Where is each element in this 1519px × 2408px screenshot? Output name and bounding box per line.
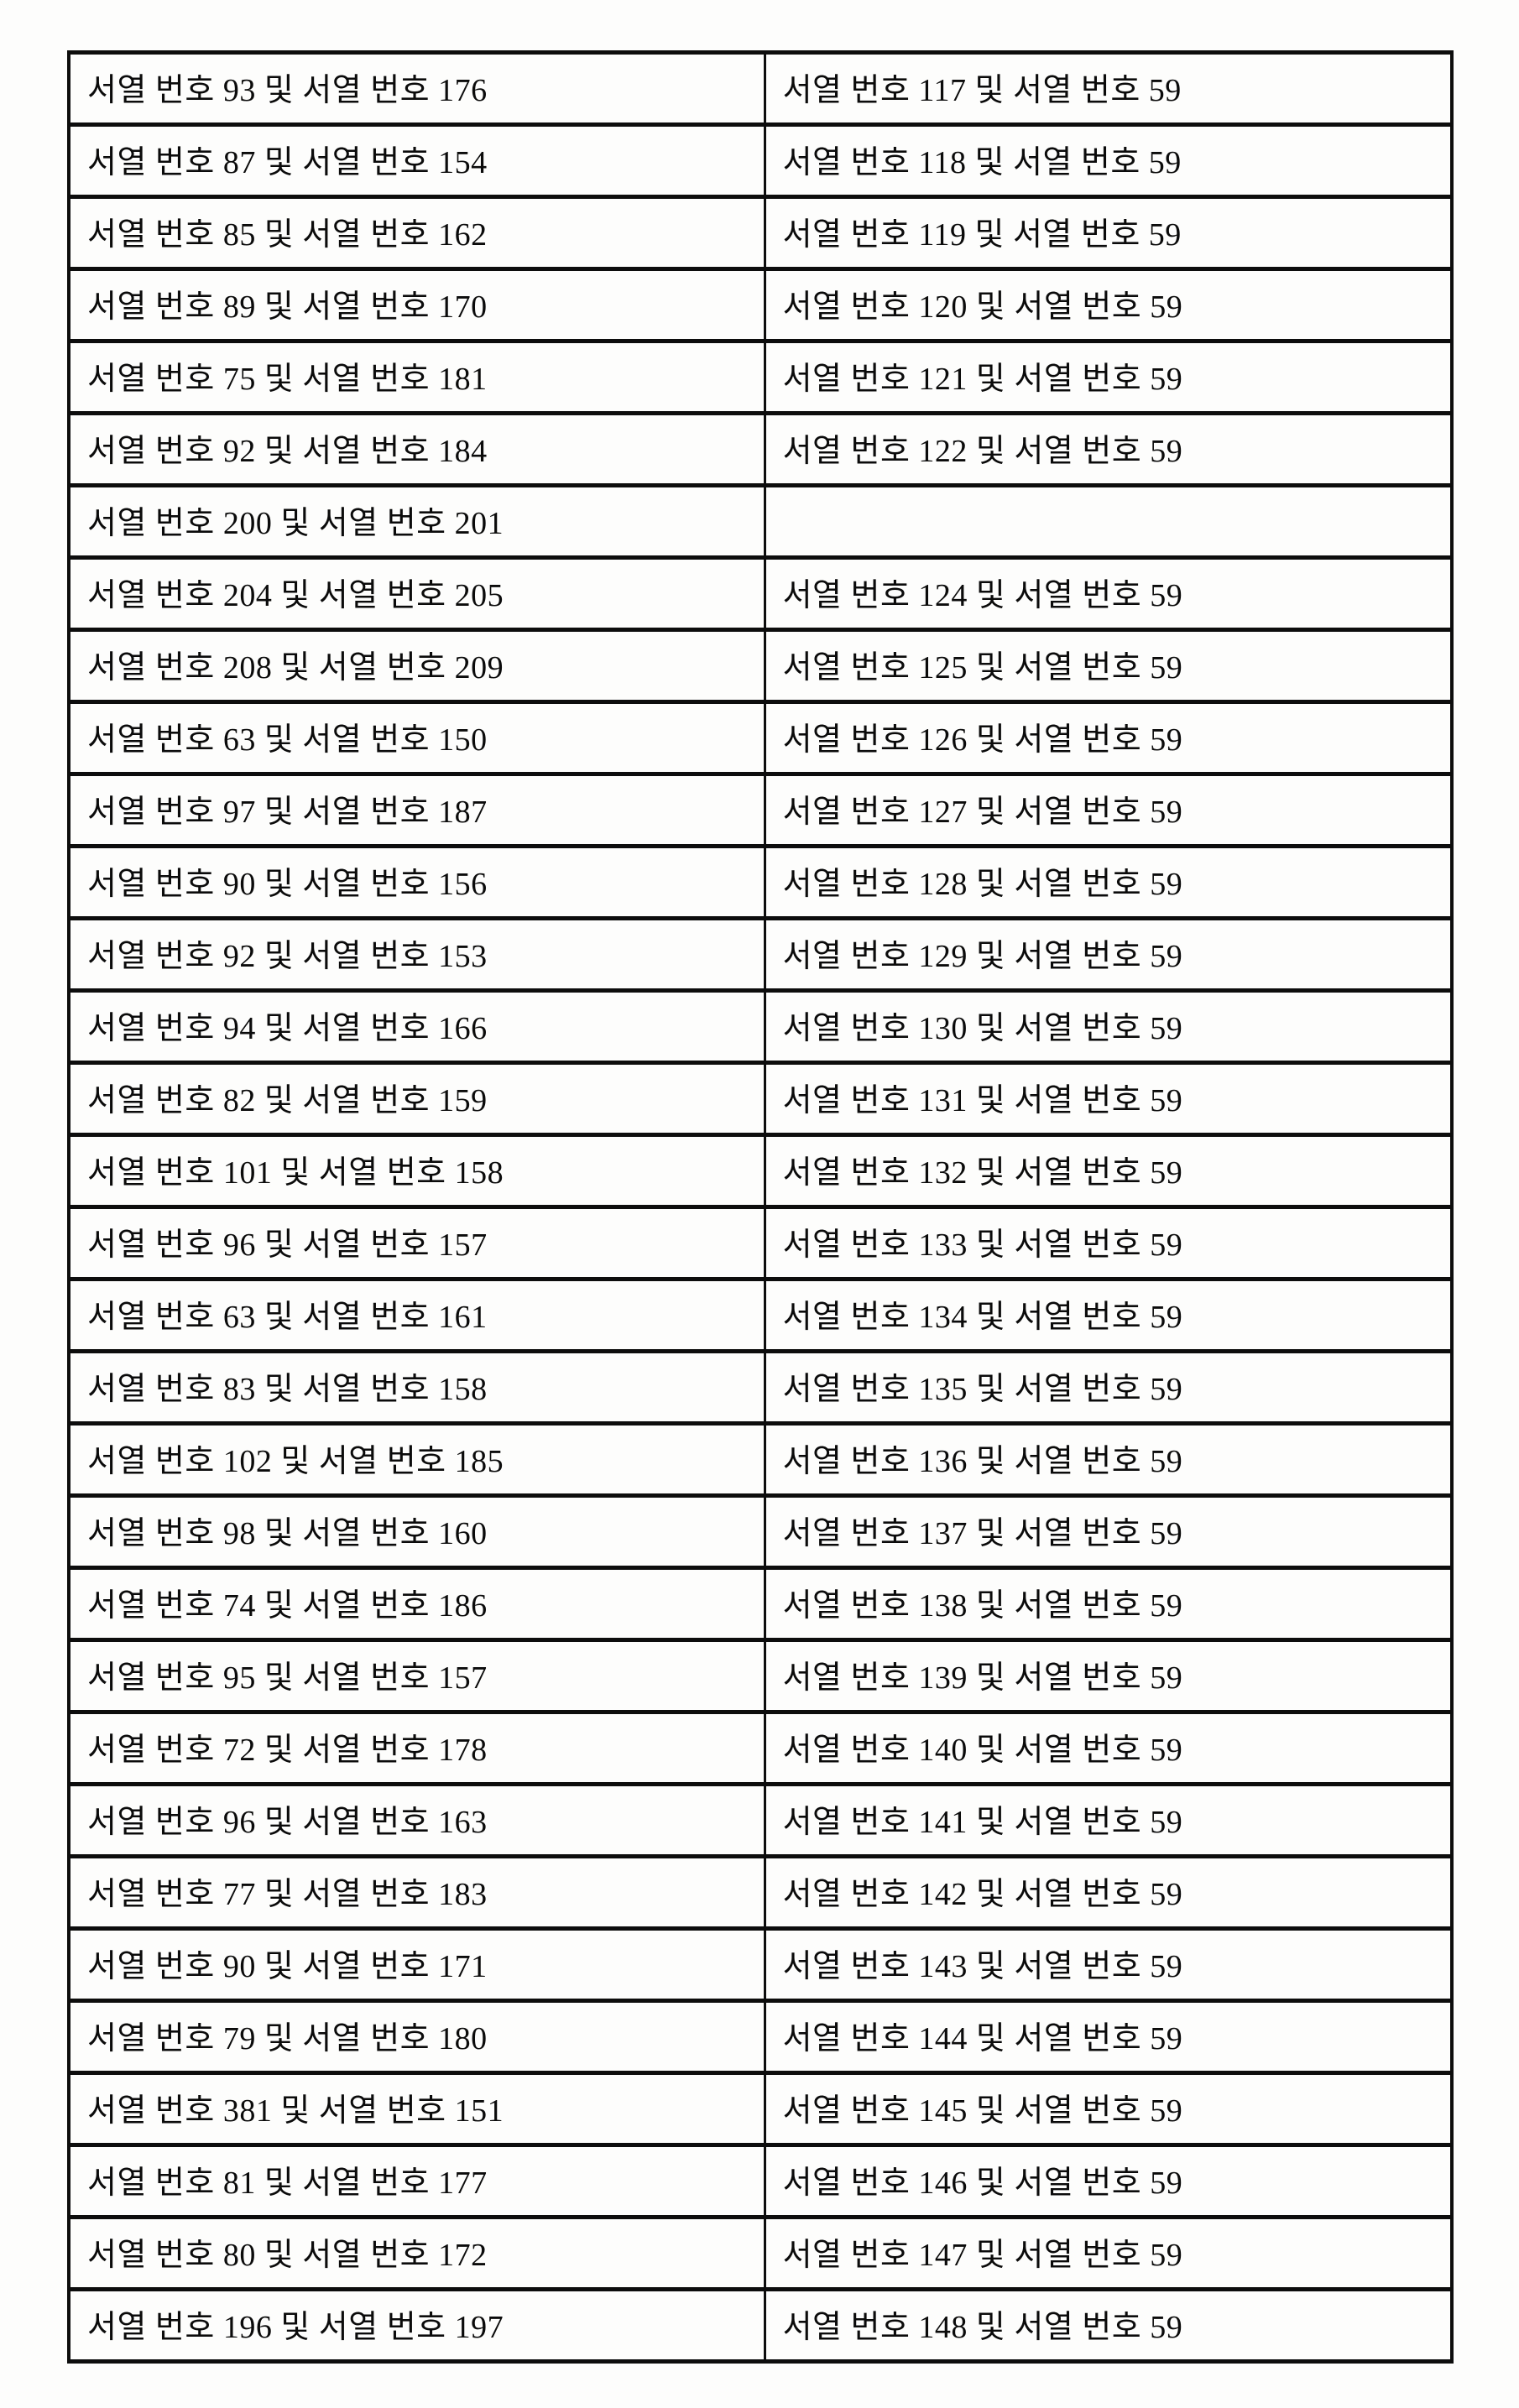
table-cell-right [766, 487, 1450, 555]
table-cell-left: 서열 번호 85 및 서열 번호 162 [70, 199, 766, 267]
table-cell-right: 서열 번호 126 및 서열 번호 59 [782, 722, 1183, 758]
table-cell-right: 서열 번호 143 및 서열 번호 59 [782, 1949, 1183, 1984]
table-cell-left: 서열 번호 63 및 서열 번호 150 [70, 704, 766, 772]
table-row: 서열 번호 204 및 서열 번호 205 서열 번호 124 및 서열 번호 … [70, 560, 1450, 632]
table-cell-left: 서열 번호 96 및 서열 번호 163 [70, 1786, 766, 1854]
table-cell-left: 서열 번호 94 및 서열 번호 166 [70, 993, 766, 1061]
table-cell-left: 서열 번호 200 및 서열 번호 201 [70, 487, 766, 555]
table-cell-left: 서열 번호 63 및 서열 번호 161 [70, 1281, 766, 1349]
table-cell-right: 서열 번호 144 및 서열 번호 59 [782, 2021, 1183, 2056]
table-cell-left: 서열 번호 196 및 서열 번호 197 [70, 2291, 766, 2359]
table-row: 서열 번호 81 및 서열 번호 177 서열 번호 146 및 서열 번호 5… [70, 2147, 1450, 2219]
table-cell-right: 서열 번호 127 및 서열 번호 59 [782, 795, 1183, 830]
table-row: 서열 번호 89 및 서열 번호 170 서열 번호 120 및 서열 번호 5… [70, 271, 1450, 343]
table-row: 서열 번호 97 및 서열 번호 187 서열 번호 127 및 서열 번호 5… [70, 776, 1450, 848]
table-cell-right: 서열 번호 147 및 서열 번호 59 [782, 2238, 1183, 2273]
table-row: 서열 번호 92 및 서열 번호 153 서열 번호 129 및 서열 번호 5… [70, 920, 1450, 993]
table-cell-left: 서열 번호 95 및 서열 번호 157 [70, 1642, 766, 1710]
table-row: 서열 번호 381 및 서열 번호 151 서열 번호 145 및 서열 번호 … [70, 2075, 1450, 2147]
table-row: 서열 번호 96 및 서열 번호 157 서열 번호 133 및 서열 번호 5… [70, 1209, 1450, 1281]
table-cell-left: 서열 번호 81 및 서열 번호 177 [70, 2147, 766, 2215]
table-cell-right: 서열 번호 117 및 서열 번호 59 [782, 73, 1182, 108]
table-row: 서열 번호 83 및 서열 번호 158 서열 번호 135 및 서열 번호 5… [70, 1353, 1450, 1426]
table-cell-left: 서열 번호 97 및 서열 번호 187 [70, 776, 766, 844]
table-cell-right: 서열 번호 135 및 서열 번호 59 [782, 1372, 1183, 1407]
table-cell-left: 서열 번호 79 및 서열 번호 180 [70, 2003, 766, 2071]
table-row: 서열 번호 98 및 서열 번호 160 서열 번호 137 및 서열 번호 5… [70, 1498, 1450, 1570]
table-row: 서열 번호 92 및 서열 번호 184 서열 번호 122 및 서열 번호 5… [70, 415, 1450, 487]
table-row: 서열 번호 196 및 서열 번호 197 서열 번호 148 및 서열 번호 … [70, 2291, 1450, 2364]
table-row: 서열 번호 74 및 서열 번호 186 서열 번호 138 및 서열 번호 5… [70, 1570, 1450, 1642]
table-cell-right: 서열 번호 124 및 서열 번호 59 [782, 578, 1183, 613]
table-cell-left: 서열 번호 381 및 서열 번호 151 [70, 2075, 766, 2143]
table-cell-left: 서열 번호 90 및 서열 번호 171 [70, 1931, 766, 1999]
table-cell-right: 서열 번호 139 및 서열 번호 59 [782, 1660, 1183, 1696]
table-cell-right: 서열 번호 125 및 서열 번호 59 [782, 650, 1183, 685]
table-cell-left: 서열 번호 72 및 서열 번호 178 [70, 1714, 766, 1782]
table-cell-left: 서열 번호 77 및 서열 번호 183 [70, 1858, 766, 1926]
table-row: 서열 번호 63 및 서열 번호 161 서열 번호 134 및 서열 번호 5… [70, 1281, 1450, 1353]
table-cell-right: 서열 번호 146 및 서열 번호 59 [782, 2166, 1183, 2201]
table-row: 서열 번호 101 및 서열 번호 158 서열 번호 132 및 서열 번호 … [70, 1137, 1450, 1209]
table-cell-right: 서열 번호 136 및 서열 번호 59 [782, 1444, 1183, 1479]
table-row: 서열 번호 80 및 서열 번호 172 서열 번호 147 및 서열 번호 5… [70, 2219, 1450, 2291]
table-cell-left: 서열 번호 74 및 서열 번호 186 [70, 1570, 766, 1638]
sequence-pair-table-body: 서열 번호 93 및 서열 번호 176 서열 번호 117 및 서열 번호 5… [70, 55, 1450, 2364]
table-cell-right: 서열 번호 148 및 서열 번호 59 [782, 2310, 1183, 2345]
table-row: 서열 번호 87 및 서열 번호 154 서열 번호 118 및 서열 번호 5… [70, 127, 1450, 199]
table-cell-left: 서열 번호 89 및 서열 번호 170 [70, 271, 766, 339]
table-cell-left: 서열 번호 92 및 서열 번호 184 [70, 415, 766, 483]
table-cell-left: 서열 번호 93 및 서열 번호 176 [70, 55, 766, 122]
table-row: 서열 번호 200 및 서열 번호 201 [70, 487, 1450, 560]
table-cell-right: 서열 번호 134 및 서열 번호 59 [782, 1300, 1183, 1335]
table-cell-left: 서열 번호 96 및 서열 번호 157 [70, 1209, 766, 1277]
table-row: 서열 번호 77 및 서열 번호 183 서열 번호 142 및 서열 번호 5… [70, 1858, 1450, 1931]
table-cell-left: 서열 번호 83 및 서열 번호 158 [70, 1353, 766, 1421]
table-cell-right: 서열 번호 137 및 서열 번호 59 [782, 1516, 1183, 1551]
table-cell-right: 서열 번호 141 및 서열 번호 59 [782, 1805, 1183, 1840]
table-cell-left: 서열 번호 75 및 서열 번호 181 [70, 343, 766, 411]
table-cell-left: 서열 번호 102 및 서열 번호 185 [70, 1426, 766, 1493]
table-cell-right: 서열 번호 132 및 서열 번호 59 [782, 1155, 1183, 1191]
table-cell-right: 서열 번호 122 및 서열 번호 59 [782, 434, 1183, 469]
table-row: 서열 번호 93 및 서열 번호 176 서열 번호 117 및 서열 번호 5… [70, 55, 1450, 127]
table-cell-left: 서열 번호 204 및 서열 번호 205 [70, 560, 766, 628]
table-cell-right: 서열 번호 129 및 서열 번호 59 [782, 939, 1183, 974]
table-cell-right: 서열 번호 120 및 서열 번호 59 [782, 289, 1183, 325]
table-cell-left: 서열 번호 87 및 서열 번호 154 [70, 127, 766, 195]
table-cell-left: 서열 번호 101 및 서열 번호 158 [70, 1137, 766, 1205]
table-cell-right: 서열 번호 119 및 서열 번호 59 [782, 217, 1182, 253]
table-cell-left: 서열 번호 92 및 서열 번호 153 [70, 920, 766, 988]
table-cell-right: 서열 번호 140 및 서열 번호 59 [782, 1733, 1183, 1768]
table-cell-right: 서열 번호 142 및 서열 번호 59 [782, 1877, 1183, 1912]
table-cell-right: 서열 번호 128 및 서열 번호 59 [782, 867, 1183, 902]
table-cell-left: 서열 번호 82 및 서열 번호 159 [70, 1065, 766, 1133]
table-cell-right: 서열 번호 118 및 서열 번호 59 [782, 145, 1182, 180]
table-row: 서열 번호 208 및 서열 번호 209 서열 번호 125 및 서열 번호 … [70, 632, 1450, 704]
table-row: 서열 번호 102 및 서열 번호 185 서열 번호 136 및 서열 번호 … [70, 1426, 1450, 1498]
table-row: 서열 번호 90 및 서열 번호 156 서열 번호 128 및 서열 번호 5… [70, 848, 1450, 920]
table-row: 서열 번호 90 및 서열 번호 171 서열 번호 143 및 서열 번호 5… [70, 1931, 1450, 2003]
table-row: 서열 번호 95 및 서열 번호 157 서열 번호 139 및 서열 번호 5… [70, 1642, 1450, 1714]
table-row: 서열 번호 63 및 서열 번호 150 서열 번호 126 및 서열 번호 5… [70, 704, 1450, 776]
table-cell-left: 서열 번호 98 및 서열 번호 160 [70, 1498, 766, 1566]
table-row: 서열 번호 85 및 서열 번호 162 서열 번호 119 및 서열 번호 5… [70, 199, 1450, 271]
table-cell-right: 서열 번호 130 및 서열 번호 59 [782, 1011, 1183, 1046]
table-cell-left: 서열 번호 90 및 서열 번호 156 [70, 848, 766, 916]
table-row: 서열 번호 79 및 서열 번호 180 서열 번호 144 및 서열 번호 5… [70, 2003, 1450, 2075]
table-row: 서열 번호 72 및 서열 번호 178 서열 번호 140 및 서열 번호 5… [70, 1714, 1450, 1786]
table-cell-right: 서열 번호 133 및 서열 번호 59 [782, 1227, 1183, 1263]
table-cell-right: 서열 번호 138 및 서열 번호 59 [782, 1588, 1183, 1624]
table-row: 서열 번호 82 및 서열 번호 159 서열 번호 131 및 서열 번호 5… [70, 1065, 1450, 1137]
table-row: 서열 번호 94 및 서열 번호 166 서열 번호 130 및 서열 번호 5… [70, 993, 1450, 1065]
table-cell-left: 서열 번호 80 및 서열 번호 172 [70, 2219, 766, 2287]
table-cell-right: 서열 번호 145 및 서열 번호 59 [782, 2093, 1183, 2129]
sequence-pair-table: 서열 번호 93 및 서열 번호 176 서열 번호 117 및 서열 번호 5… [67, 50, 1454, 2364]
table-cell-right: 서열 번호 121 및 서열 번호 59 [782, 362, 1183, 397]
table-cell-left: 서열 번호 208 및 서열 번호 209 [70, 632, 766, 700]
table-row: 서열 번호 96 및 서열 번호 163 서열 번호 141 및 서열 번호 5… [70, 1786, 1450, 1858]
table-cell-right: 서열 번호 131 및 서열 번호 59 [782, 1083, 1183, 1118]
table-row: 서열 번호 75 및 서열 번호 181 서열 번호 121 및 서열 번호 5… [70, 343, 1450, 415]
